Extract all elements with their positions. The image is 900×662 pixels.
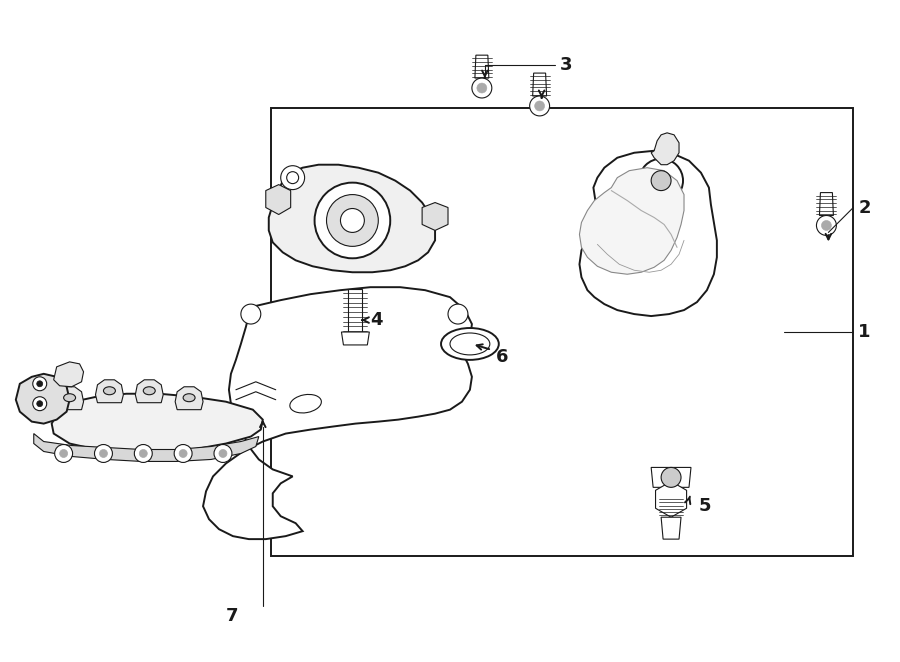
Circle shape <box>327 195 378 246</box>
Polygon shape <box>580 167 684 274</box>
Circle shape <box>59 449 68 457</box>
Ellipse shape <box>450 333 490 355</box>
Polygon shape <box>54 362 84 387</box>
Polygon shape <box>819 193 833 216</box>
Circle shape <box>535 101 544 111</box>
Ellipse shape <box>143 387 155 395</box>
Circle shape <box>448 304 468 324</box>
Circle shape <box>100 449 107 457</box>
Text: 7: 7 <box>226 607 239 625</box>
Polygon shape <box>56 387 84 410</box>
Polygon shape <box>95 380 123 402</box>
Circle shape <box>94 444 112 463</box>
Polygon shape <box>580 151 717 316</box>
Circle shape <box>281 166 304 189</box>
Polygon shape <box>655 481 687 517</box>
Circle shape <box>219 449 227 457</box>
Circle shape <box>816 216 836 236</box>
Polygon shape <box>176 387 203 410</box>
Polygon shape <box>652 467 691 487</box>
Circle shape <box>315 183 391 258</box>
Text: 1: 1 <box>859 323 871 341</box>
Polygon shape <box>348 289 363 332</box>
Text: 5: 5 <box>699 497 712 515</box>
Ellipse shape <box>290 395 321 413</box>
Polygon shape <box>652 133 679 165</box>
Text: 6: 6 <box>496 348 508 366</box>
Polygon shape <box>533 73 546 96</box>
Circle shape <box>140 449 148 457</box>
Circle shape <box>822 220 832 230</box>
Polygon shape <box>266 185 291 214</box>
Ellipse shape <box>441 328 499 360</box>
Text: 2: 2 <box>859 199 871 216</box>
Text: 3: 3 <box>560 56 572 74</box>
Circle shape <box>241 304 261 324</box>
Circle shape <box>55 444 73 463</box>
Circle shape <box>179 449 187 457</box>
Circle shape <box>37 401 42 406</box>
Ellipse shape <box>104 387 115 395</box>
Polygon shape <box>203 287 472 539</box>
Circle shape <box>639 159 683 203</box>
Ellipse shape <box>183 394 195 402</box>
Polygon shape <box>34 434 259 461</box>
Polygon shape <box>51 394 263 451</box>
Circle shape <box>477 83 487 93</box>
Polygon shape <box>16 374 69 424</box>
Circle shape <box>32 397 47 410</box>
Polygon shape <box>422 203 448 230</box>
Circle shape <box>472 78 491 98</box>
Circle shape <box>37 381 42 387</box>
Polygon shape <box>269 165 435 272</box>
Circle shape <box>662 467 681 487</box>
Bar <box>271 108 853 556</box>
Polygon shape <box>475 55 489 78</box>
Polygon shape <box>629 158 694 205</box>
Ellipse shape <box>64 394 76 402</box>
Circle shape <box>214 444 232 463</box>
Circle shape <box>340 209 364 232</box>
Circle shape <box>530 96 550 116</box>
Circle shape <box>32 377 47 391</box>
Text: 4: 4 <box>370 311 382 329</box>
Circle shape <box>134 444 152 463</box>
Polygon shape <box>135 380 163 402</box>
Circle shape <box>287 171 299 183</box>
Polygon shape <box>341 332 369 345</box>
Polygon shape <box>662 517 681 539</box>
Circle shape <box>652 171 671 191</box>
Circle shape <box>175 444 192 463</box>
